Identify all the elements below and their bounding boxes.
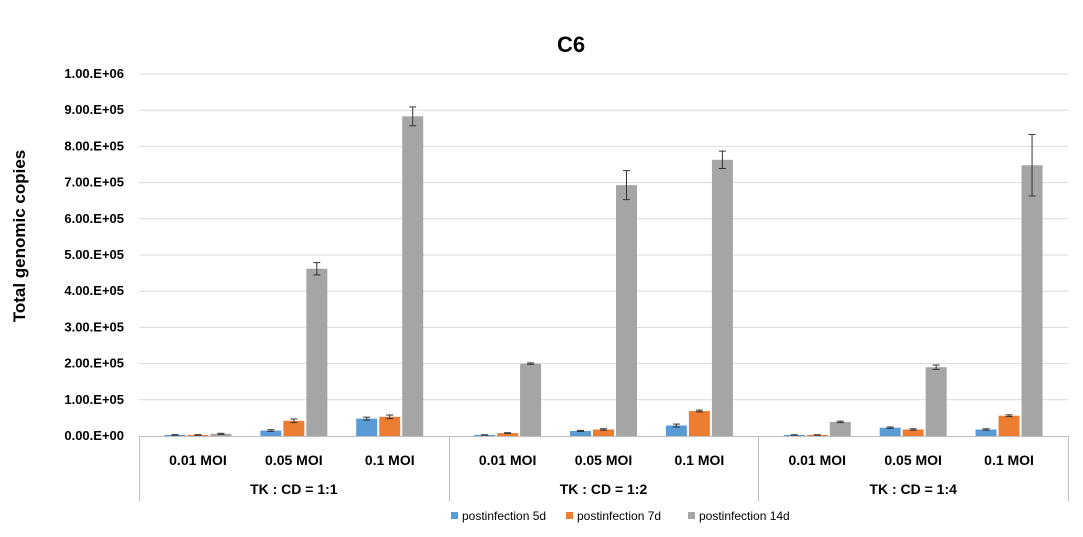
bar [520, 363, 542, 436]
y-tick-label: 9.00.E+05 [64, 102, 124, 117]
bar [356, 418, 378, 436]
bar [902, 429, 924, 436]
y-tick-label: 8.00.E+05 [64, 138, 124, 153]
x-category-label: 0.01 MOI [479, 452, 537, 468]
bar [210, 433, 232, 436]
legend-label: postinfection 5d [462, 509, 546, 523]
bar [829, 421, 851, 436]
error-bars [171, 106, 1036, 436]
bar [665, 425, 687, 436]
x-group-label: TK : CD = 1:4 [869, 481, 957, 497]
x-category-label: 0.01 MOI [169, 452, 227, 468]
bar [379, 416, 401, 436]
bar [688, 411, 710, 436]
x-category-label: 0.1 MOI [674, 452, 724, 468]
x-category-label: 0.01 MOI [788, 452, 846, 468]
y-tick-label: 5.00.E+05 [64, 247, 124, 262]
legend-label: postinfection 14d [699, 509, 790, 523]
y-axis-label: Total genomic copies [10, 150, 29, 323]
legend-swatch [566, 512, 573, 519]
bar [1021, 165, 1043, 436]
x-group-label: TK : CD = 1:2 [560, 481, 648, 497]
x-category-label: 0.1 MOI [984, 452, 1034, 468]
x-category-label: 0.05 MOI [575, 452, 633, 468]
legend-swatch [688, 512, 695, 519]
bar [593, 429, 614, 436]
bar [879, 427, 901, 436]
y-tick-label: 0.00.E+00 [64, 428, 124, 443]
y-tick-label: 1.00.E+05 [64, 392, 124, 407]
chart-title: C6 [557, 32, 585, 57]
x-category-label: 0.05 MOI [884, 452, 942, 468]
y-tick-label: 3.00.E+05 [64, 319, 124, 334]
bar [497, 433, 519, 436]
legend-swatch [451, 512, 458, 519]
bar [570, 430, 591, 436]
x-category-label: 0.05 MOI [265, 452, 323, 468]
bar [283, 420, 305, 436]
y-tick-label: 7.00.E+05 [64, 175, 124, 190]
bar [975, 429, 997, 436]
bar [260, 430, 282, 436]
y-tick-label: 4.00.E+05 [64, 283, 124, 298]
bar [306, 268, 328, 436]
bar [925, 367, 947, 436]
bar [402, 116, 424, 436]
bar [616, 185, 637, 436]
x-category-label: 0.1 MOI [365, 452, 415, 468]
x-axis: 0.01 MOI 0.05 MOI 0.1 MOI TK : CD = 1:1 0.01… [139, 436, 1069, 501]
y-tick-label: 2.00.E+05 [64, 356, 124, 371]
y-tick-label: 6.00.E+05 [64, 211, 124, 226]
legend-label: postinfection 7d [577, 509, 661, 523]
y-axis-ticks: 0.00.E+00 1.00.E+05 2.00.E+05 3.00.E+05 4.00… [64, 66, 124, 443]
y-tick-label: 1.00.E+06 [64, 66, 124, 81]
bars [164, 116, 1043, 436]
legend: postinfection 5d postinfection 7d postinfe… [451, 509, 790, 523]
bar [711, 159, 733, 436]
bar [998, 415, 1020, 436]
gridlines [139, 73, 1068, 401]
x-group-label: TK : CD = 1:1 [250, 481, 338, 497]
